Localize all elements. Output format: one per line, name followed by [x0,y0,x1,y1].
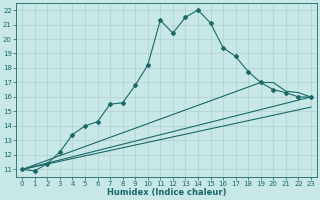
X-axis label: Humidex (Indice chaleur): Humidex (Indice chaleur) [107,188,226,197]
